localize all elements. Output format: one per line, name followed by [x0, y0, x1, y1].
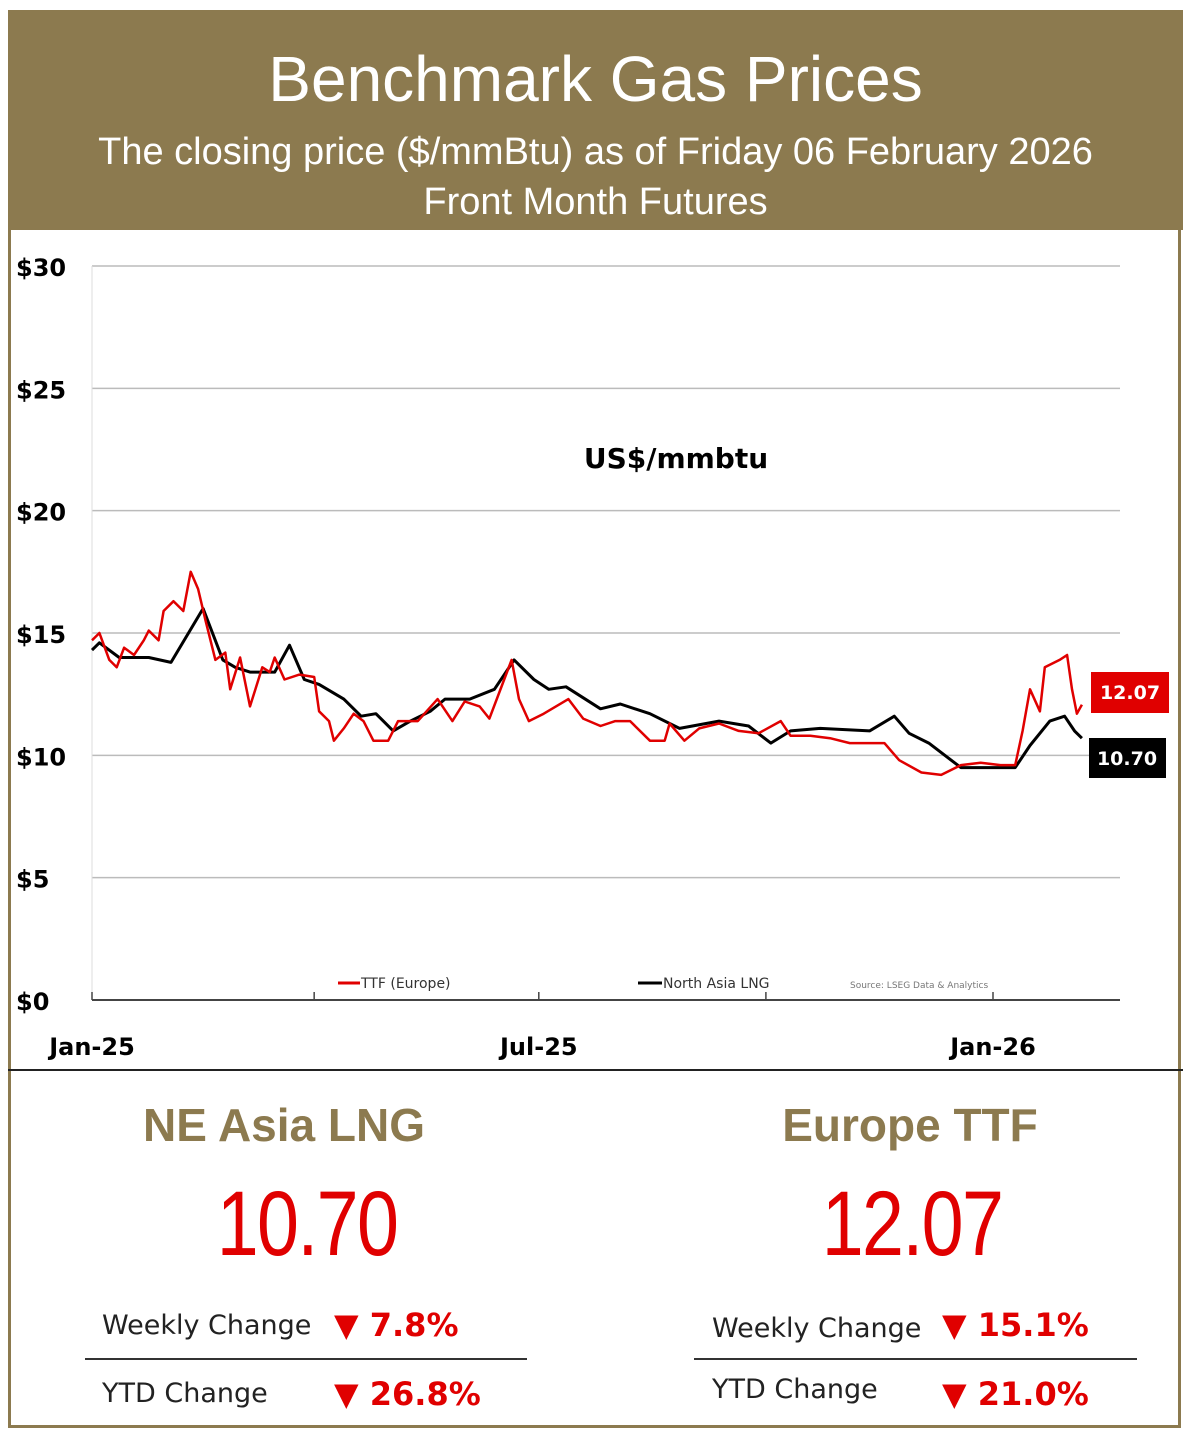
- lng-last-label: 10.70: [1097, 748, 1157, 770]
- subtitle: The closing price ($/mmBtu) as of Friday…: [98, 131, 1093, 173]
- ytd-pct: 21.0%: [977, 1375, 1089, 1413]
- price-chart: $0 $5 $10 $15 $20 $25 $30 Jan-25 Jul-25 Jan-26 US…: [16, 254, 1169, 1061]
- x-tick-label: Jan-26: [948, 1033, 1036, 1061]
- ytd-change-label: YTD Change: [712, 1374, 878, 1405]
- ytd-pct: 26.8%: [369, 1375, 481, 1413]
- weekly-change-label: Weekly Change: [102, 1310, 312, 1341]
- series-line-north-asia-lng: [90, 607, 1083, 770]
- ttf-last-label: 12.07: [1100, 682, 1160, 704]
- divider: [8, 1069, 1183, 1071]
- row-divider: [85, 1358, 527, 1360]
- weekly-change-value: ▼ 7.8%: [334, 1306, 459, 1344]
- legend-lng: North Asia LNG: [663, 976, 770, 992]
- y-tick-label: $30: [16, 254, 66, 282]
- unit-annotation: US$/mmbtu: [584, 442, 768, 475]
- down-arrow-icon: ▼: [942, 1306, 967, 1344]
- down-arrow-icon: ▼: [942, 1375, 967, 1413]
- ytd-change-value: ▼ 26.8%: [334, 1375, 481, 1413]
- legend: TTF (Europe) North Asia LNG Source: LSEG…: [338, 976, 988, 992]
- legend-ttf: TTF (Europe): [360, 976, 451, 992]
- x-tick-label: Jan-25: [47, 1033, 135, 1061]
- y-tick-label: $25: [16, 376, 66, 404]
- source-note: Source: LSEG Data & Analytics: [850, 981, 988, 991]
- y-tick-label: $5: [16, 866, 49, 894]
- ytd-change-value: ▼ 21.0%: [942, 1375, 1089, 1413]
- page-title: Benchmark Gas Prices: [268, 43, 923, 115]
- down-arrow-icon: ▼: [334, 1306, 359, 1344]
- down-arrow-icon: ▼: [334, 1375, 359, 1413]
- x-tick-label: Jul-25: [498, 1033, 578, 1061]
- subtitle-contract: Front Month Futures: [423, 181, 768, 223]
- weekly-change-value: ▼ 15.1%: [942, 1306, 1089, 1344]
- panel-title: Europe TTF: [782, 1099, 1038, 1151]
- panel-title: NE Asia LNG: [142, 1099, 426, 1151]
- lng-last-label-box: [1089, 738, 1166, 778]
- ttf-last-label-box: [1091, 672, 1169, 713]
- header: Benchmark Gas Prices The closing price (…: [8, 10, 1183, 230]
- series-line-ttf-europe-: [91, 570, 1083, 777]
- y-tick-label: $0: [16, 988, 49, 1016]
- row-divider: [694, 1358, 1137, 1360]
- weekly-pct: 15.1%: [977, 1306, 1089, 1344]
- y-tick-label: $10: [16, 743, 66, 771]
- weekly-pct: 7.8%: [369, 1306, 459, 1344]
- panel-price: 12.07: [821, 1173, 1004, 1275]
- ytd-change-label: YTD Change: [102, 1378, 268, 1409]
- y-tick-label: $15: [16, 621, 66, 649]
- y-tick-label: $20: [16, 499, 66, 527]
- panel-price: 10.70: [216, 1173, 399, 1275]
- weekly-change-label: Weekly Change: [712, 1313, 922, 1344]
